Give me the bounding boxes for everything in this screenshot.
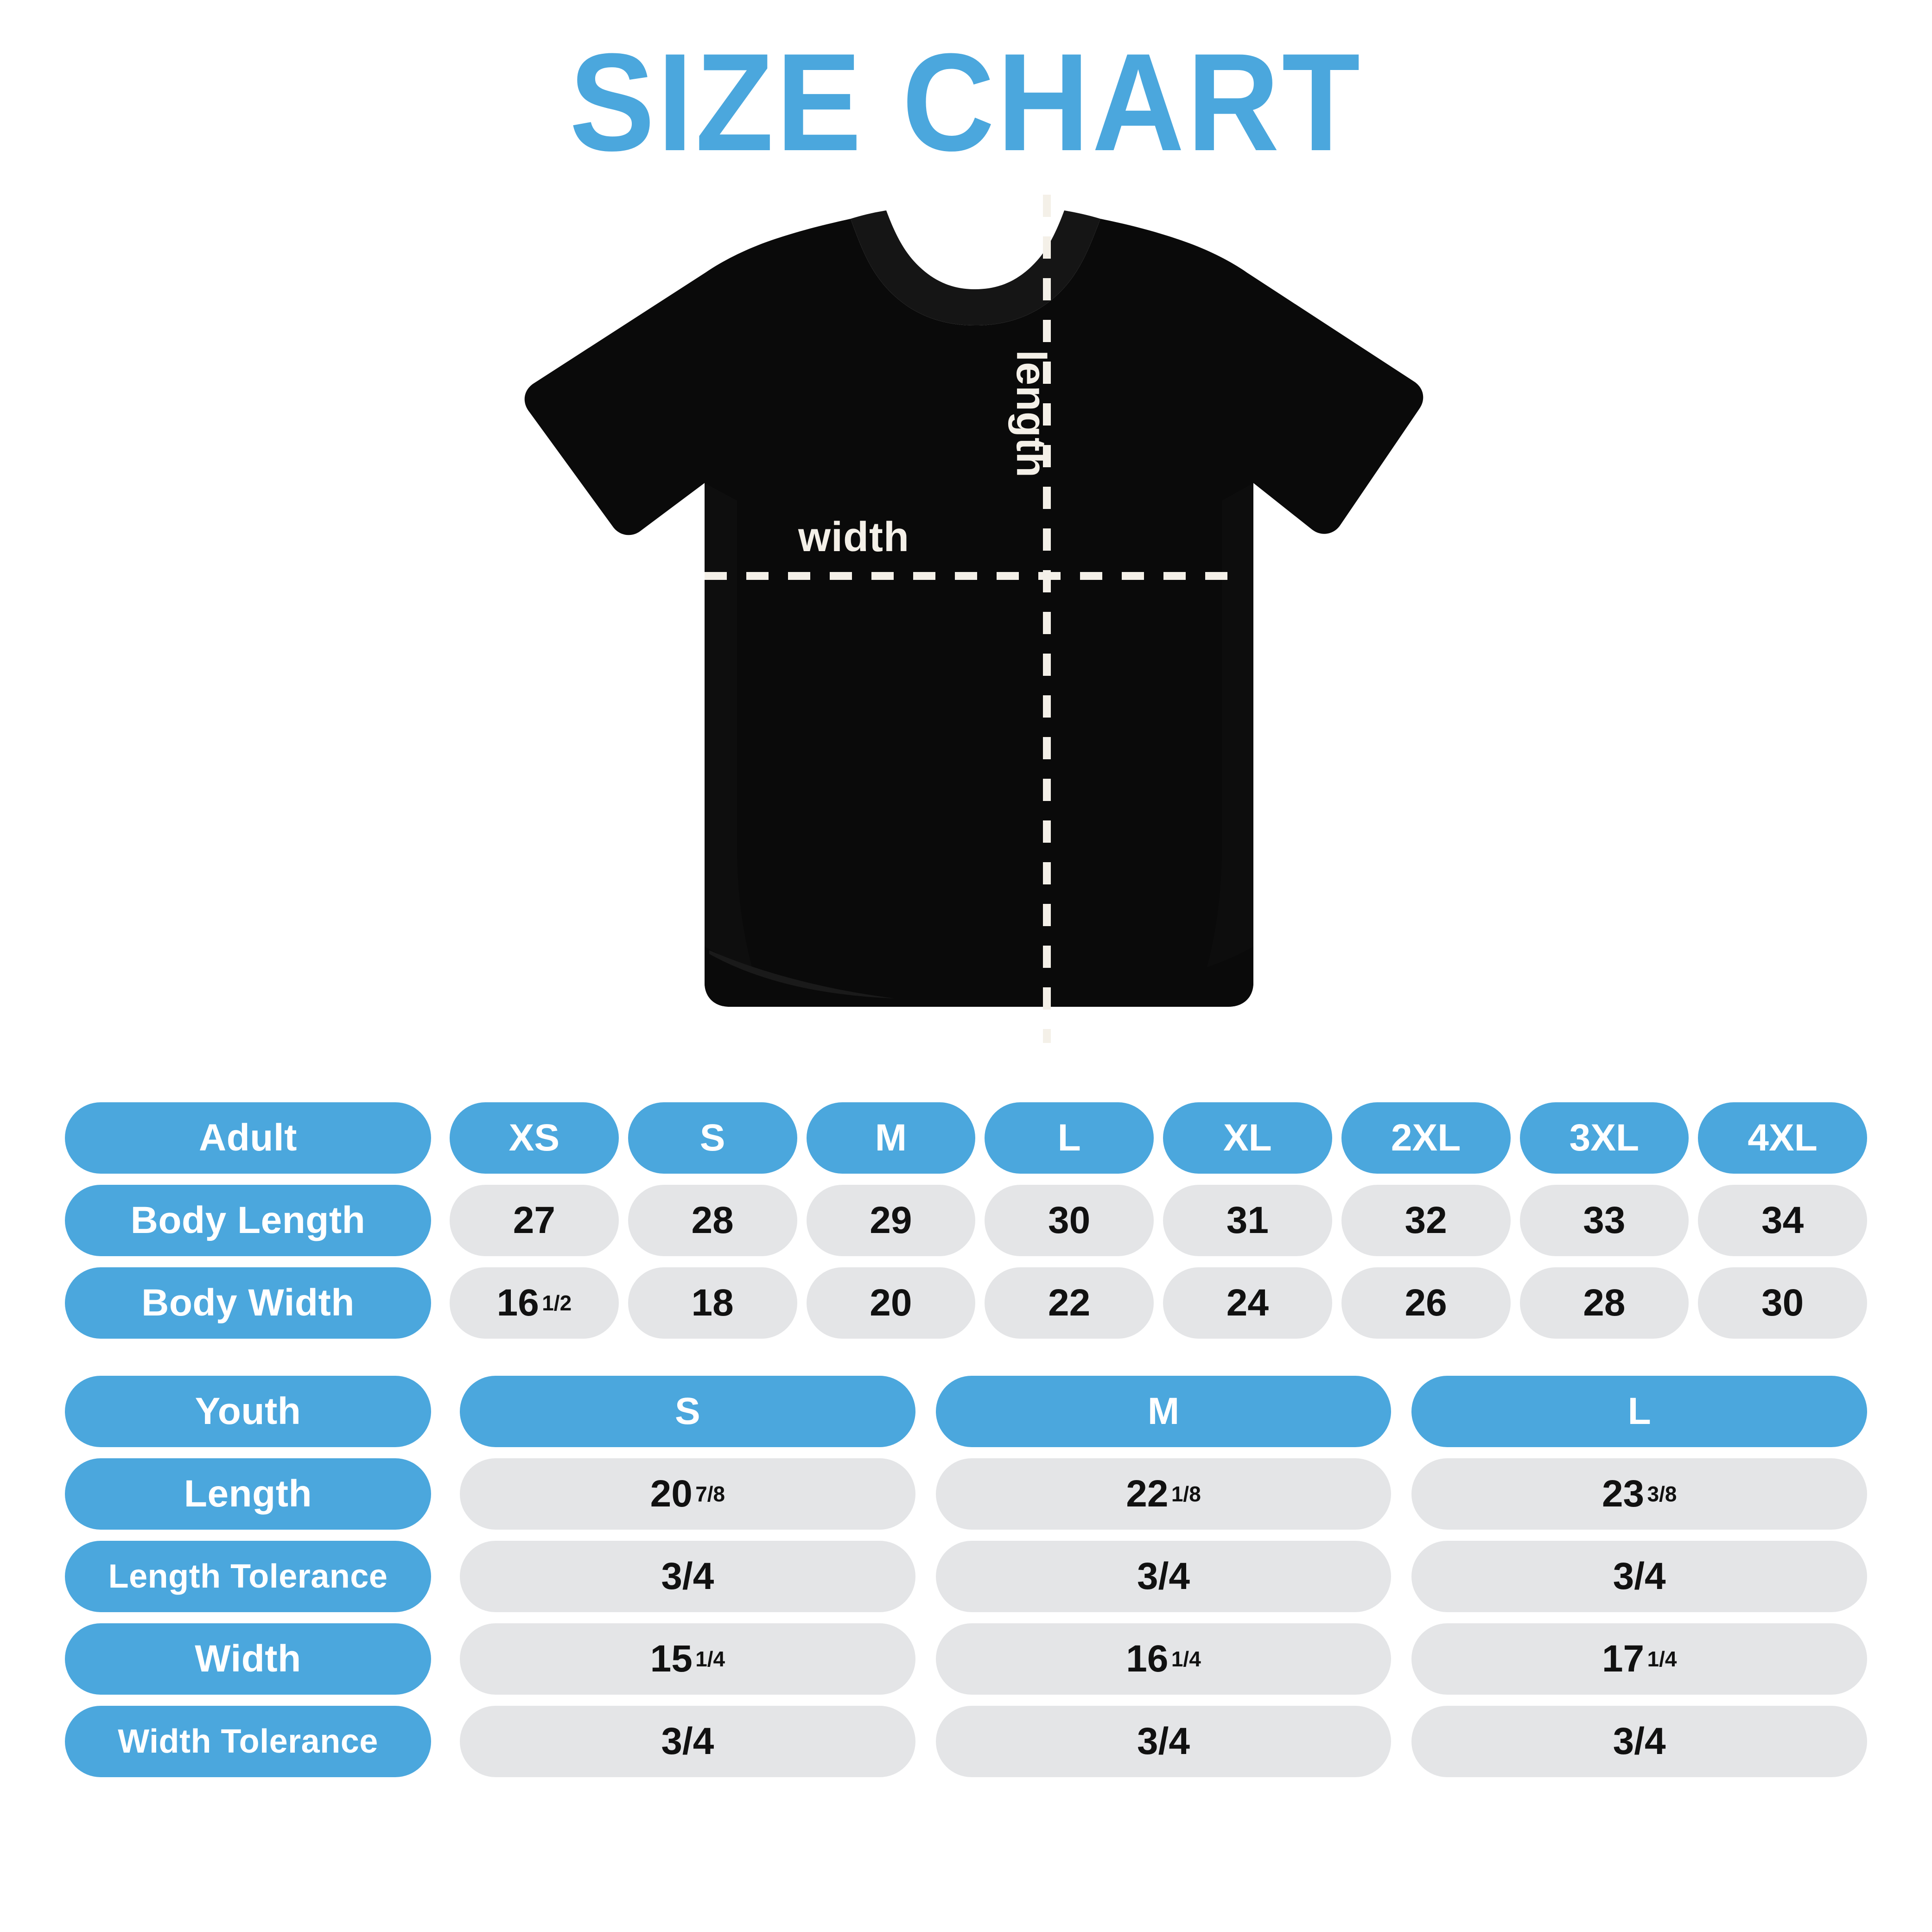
adult-col-m: M	[806, 1102, 976, 1174]
youth-length-s: 20 7/8	[460, 1458, 915, 1530]
adult-col-3xl: 3XL	[1519, 1102, 1689, 1174]
table-row-youth-width: Width 15 1/4 16 1/4 17 1/4	[65, 1623, 1868, 1695]
body-width-s: 18	[628, 1267, 797, 1339]
length-tolerance-s: 3/4	[460, 1541, 915, 1612]
length-tolerance-l: 3/4	[1411, 1541, 1868, 1612]
row-label-length: Length	[65, 1458, 431, 1530]
length-guide-line	[1043, 195, 1051, 1043]
adult-table-title: Adult	[65, 1102, 431, 1174]
youth-col-l: L	[1411, 1376, 1868, 1447]
adult-col-xl: XL	[1163, 1102, 1332, 1174]
width-tolerance-l: 3/4	[1411, 1706, 1868, 1777]
youth-length-m: 22 1/8	[935, 1458, 1392, 1530]
body-length-3xl: 33	[1519, 1185, 1689, 1256]
body-width-m: 20	[806, 1267, 976, 1339]
table-row-width-tolerance: Width Tolerance 3/4 3/4 3/4	[65, 1706, 1868, 1777]
body-length-m: 29	[806, 1185, 976, 1256]
adult-col-s: S	[628, 1102, 797, 1174]
body-length-2xl: 32	[1341, 1185, 1511, 1256]
body-length-xs: 27	[450, 1185, 619, 1256]
adult-size-table: Adult XS S M L XL 2XL 3XL 4XL Body Lengt…	[65, 1102, 1867, 1339]
youth-table-title: Youth	[65, 1376, 431, 1447]
table-row-length-tolerance: Length Tolerance 3/4 3/4 3/4	[65, 1541, 1868, 1612]
length-tolerance-m: 3/4	[935, 1541, 1392, 1612]
table-row-youth-length: Length 20 7/8 22 1/8 23 3/8	[65, 1458, 1868, 1530]
body-width-4xl: 30	[1698, 1267, 1867, 1339]
row-label-length-tolerance: Length Tolerance	[65, 1541, 431, 1612]
body-length-4xl: 34	[1698, 1185, 1867, 1256]
youth-size-table: Youth S M L Length 20 7/8 22 1/8 23 3/8 Len…	[65, 1376, 1868, 1777]
body-length-s: 28	[628, 1185, 797, 1256]
adult-col-l: L	[985, 1102, 1154, 1174]
table-row-body-width: Body Width 16 1/2 18 20 22 24 26 28 30	[65, 1267, 1867, 1339]
body-width-l: 22	[985, 1267, 1154, 1339]
length-label: length	[1008, 350, 1054, 478]
body-length-l: 30	[985, 1185, 1154, 1256]
table-row-youth-header: Youth S M L	[65, 1376, 1868, 1447]
width-label: width	[798, 514, 909, 560]
youth-width-s: 15 1/4	[460, 1623, 915, 1695]
youth-width-l: 17 1/4	[1411, 1623, 1868, 1695]
tshirt-illustration: width length	[505, 195, 1442, 1043]
youth-length-l: 23 3/8	[1411, 1458, 1868, 1530]
page-title: SIZE CHART	[569, 24, 1363, 180]
body-width-3xl: 28	[1519, 1267, 1689, 1339]
width-tolerance-m: 3/4	[935, 1706, 1392, 1777]
row-label-width-tolerance: Width Tolerance	[65, 1706, 431, 1777]
body-width-xl: 24	[1163, 1267, 1332, 1339]
row-label-body-width: Body Width	[65, 1267, 431, 1339]
youth-col-s: S	[460, 1376, 915, 1447]
table-row-body-length: Body Length 27 28 29 30 31 32 33 34	[65, 1185, 1867, 1256]
body-width-2xl: 26	[1341, 1267, 1511, 1339]
width-tolerance-s: 3/4	[460, 1706, 915, 1777]
youth-col-m: M	[935, 1376, 1392, 1447]
row-label-body-length: Body Length	[65, 1185, 431, 1256]
youth-width-m: 16 1/4	[935, 1623, 1392, 1695]
adult-col-4xl: 4XL	[1698, 1102, 1867, 1174]
adult-col-xs: XS	[450, 1102, 619, 1174]
row-label-width: Width	[65, 1623, 431, 1695]
body-length-xl: 31	[1163, 1185, 1332, 1256]
body-width-xs: 16 1/2	[450, 1267, 619, 1339]
tshirt-icon	[524, 210, 1424, 1029]
adult-col-2xl: 2XL	[1341, 1102, 1511, 1174]
width-guide-line	[705, 572, 1242, 580]
table-row-adult-header: Adult XS S M L XL 2XL 3XL 4XL	[65, 1102, 1867, 1174]
